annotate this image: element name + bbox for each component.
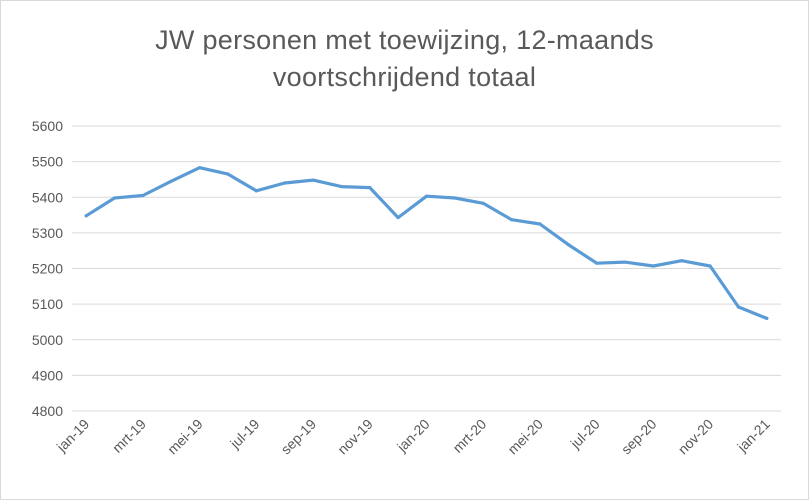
data-point <box>368 186 372 190</box>
data-point <box>481 201 485 205</box>
data-point <box>169 179 173 183</box>
data-point <box>538 222 542 226</box>
y-tick-label: 4900 <box>32 367 63 383</box>
y-tick-label: 5500 <box>32 154 63 170</box>
x-tick-label: mei-20 <box>504 416 546 458</box>
chart-title-line-2: voortschrijdend totaal <box>272 62 537 92</box>
x-tick-label: jul-19 <box>226 416 262 452</box>
data-point <box>339 184 344 189</box>
data-point <box>283 181 287 185</box>
data-point <box>651 264 655 268</box>
x-axis: jan-19 mrt-19 mei-19 jul-19 sep-19 nov-19 jan-… <box>53 410 781 458</box>
data-point <box>736 305 741 309</box>
data-point <box>226 172 230 176</box>
data-point <box>765 316 769 320</box>
x-tick-label: nov-20 <box>675 416 717 458</box>
data-point <box>311 178 315 182</box>
x-tick-label: sep-19 <box>278 416 320 458</box>
y-tick-label: 5100 <box>32 296 63 312</box>
x-tick-label: nov-19 <box>334 416 376 458</box>
x-tick-label: jul-20 <box>567 416 603 452</box>
data-point <box>509 218 514 222</box>
y-tick-label: 4800 <box>32 403 63 419</box>
data-point <box>198 166 202 170</box>
data-point <box>708 264 712 268</box>
data-point <box>254 189 258 193</box>
series-line <box>84 166 769 320</box>
data-point <box>424 194 429 198</box>
x-tick-label: mei-19 <box>164 416 206 458</box>
x-tick-label: sep-20 <box>618 416 660 458</box>
y-tick-label: 5200 <box>32 261 63 277</box>
y-tick-label: 5300 <box>32 225 63 241</box>
gridlines <box>72 125 781 376</box>
data-point <box>680 259 684 263</box>
chart-title: JW personen met toewijzing, 12-maands vo… <box>0 22 809 96</box>
x-tick-label: jan-19 <box>53 416 93 456</box>
series-layer <box>84 166 769 320</box>
x-tick-label: jan-21 <box>733 416 773 456</box>
y-tick-label: 5400 <box>32 189 63 205</box>
data-point <box>396 215 400 220</box>
y-axis-labels: 4800 4900 5000 5100 5200 5300 5400 5500 5600 <box>32 118 63 419</box>
y-tick-label: 5000 <box>32 332 63 348</box>
y-tick-label: 5600 <box>32 118 63 134</box>
x-tick-label: jan-20 <box>393 416 433 456</box>
data-point <box>566 243 570 247</box>
chart-title-line-1: JW personen met toewijzing, 12-maands <box>155 25 654 55</box>
data-point <box>623 260 627 264</box>
x-tick-label: mrt-20 <box>449 416 489 456</box>
data-point <box>84 214 88 218</box>
data-point <box>595 261 599 265</box>
x-tick-label: mrt-19 <box>109 416 149 456</box>
data-point <box>112 196 117 200</box>
data-point <box>453 196 457 200</box>
data-point <box>141 193 145 198</box>
